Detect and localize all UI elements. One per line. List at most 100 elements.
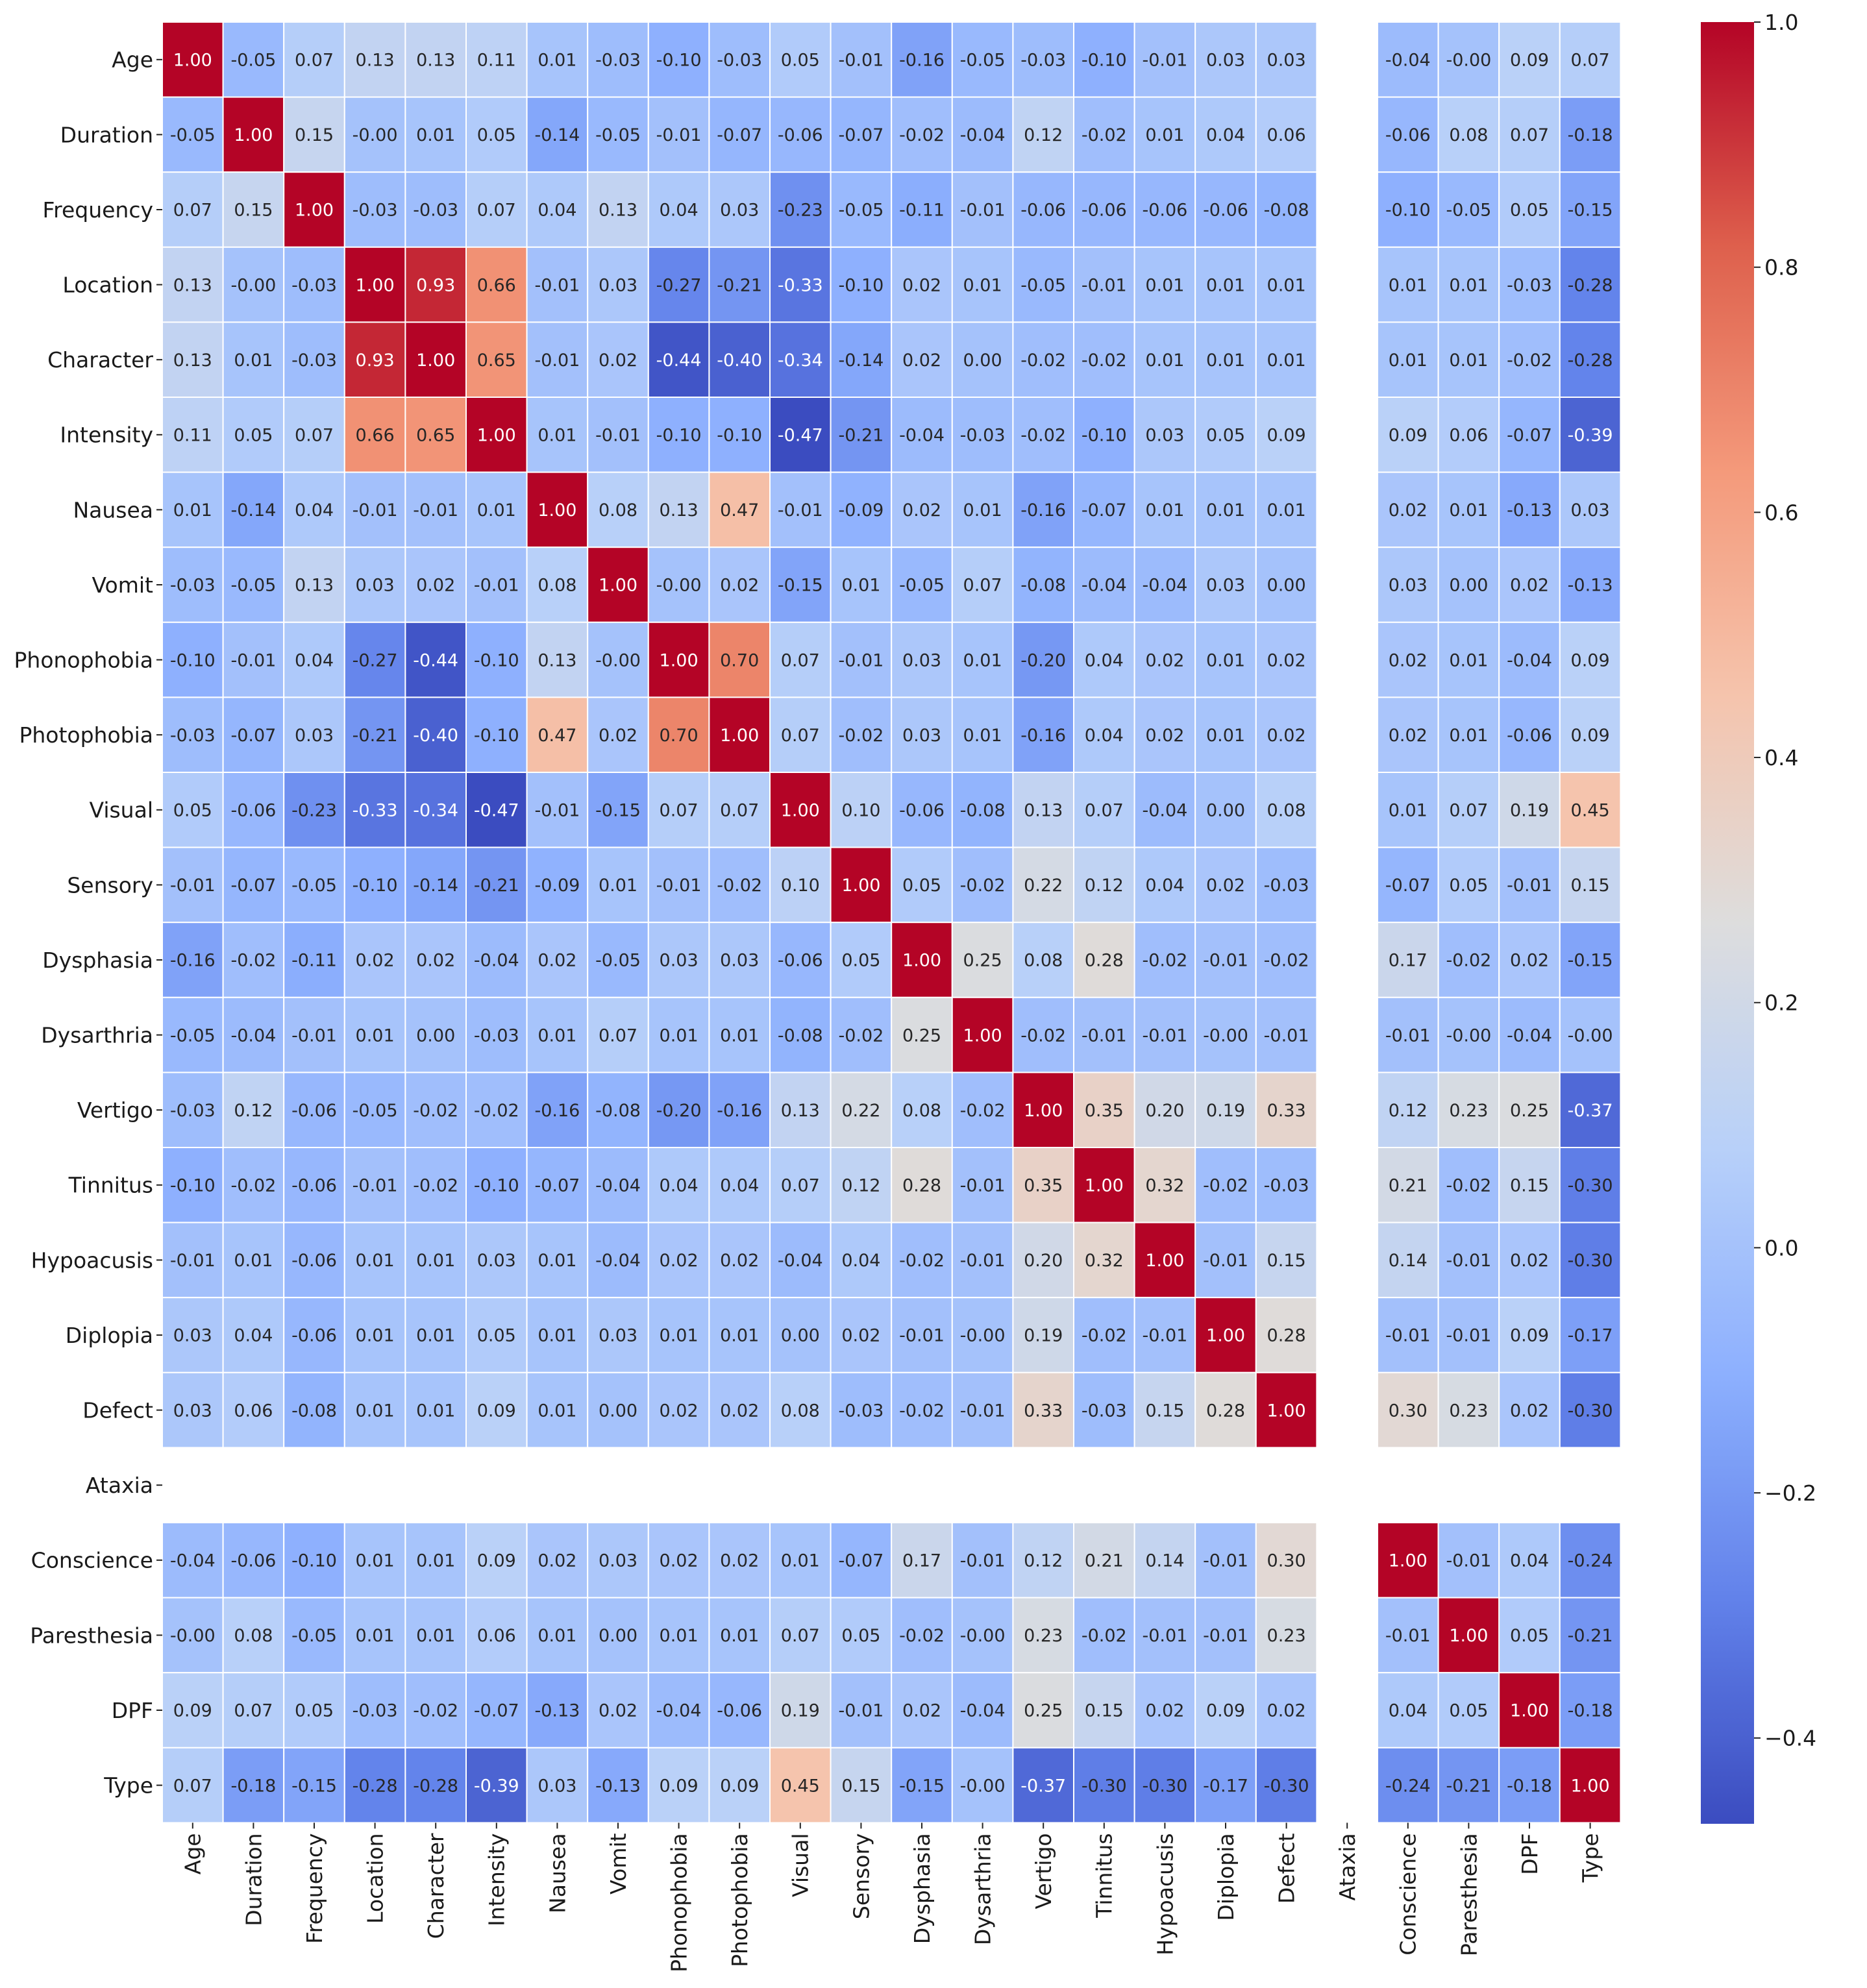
heatmap-cell-DPF-Character (404, 1672, 467, 1749)
cell-value-Photophobia-Nausea: 0.47 (538, 726, 576, 746)
cell-value-Intensity-Duration: 0.05 (234, 426, 273, 446)
heatmap-cell-Dysarthria-Intensity (465, 996, 528, 1074)
cell-value-Vertigo-Conscience: 0.12 (1389, 1101, 1428, 1121)
heatmap-cell-Location-Conscience (1377, 246, 1439, 323)
cell-value-Frequency-Diplopia: -0.06 (1203, 201, 1248, 221)
cell-value-Duration-Hypoacusis: 0.01 (1145, 125, 1184, 145)
heatmap-cell-Location-Dysarthria (951, 246, 1014, 323)
heatmap-cell-Nausea-Diplopia (1194, 471, 1257, 548)
heatmap-cell-Sensory-Location (343, 846, 406, 924)
x-label-Dysarthria: Dysarthria (970, 1833, 995, 1945)
cell-value-Type-Nausea: 0.03 (538, 1776, 576, 1796)
cell-value-Duration-Location: -0.00 (352, 125, 398, 145)
cell-value-Character-Type: -0.28 (1568, 350, 1613, 371)
cell-value-Paresthesia-Visual: 0.07 (781, 1626, 820, 1646)
heatmap-cell-Intensity-Nausea (526, 397, 589, 473)
colorbar-label-0: 1.0 (1764, 10, 1798, 35)
heatmap-cell-Duration-Location (343, 96, 406, 173)
heatmap-cell-Duration-Hypoacusis (1133, 96, 1196, 173)
heatmap-cell-Age-Frequency (283, 21, 345, 98)
heatmap-cell-Defect-Intensity (465, 1371, 528, 1449)
cell-value-Visual-Visual: 1.00 (781, 801, 820, 821)
heatmap-cell-Phonophobia-Photophobia (708, 621, 771, 698)
heatmap-cell-Character-Conscience (1377, 321, 1439, 398)
cell-value-Character-Intensity: 0.65 (477, 350, 516, 371)
y-label-Photophobia: Photophobia (19, 722, 153, 748)
cell-value-Vertigo-Vomit: -0.08 (595, 1101, 641, 1121)
heatmap-cell-Visual-Duration (222, 772, 285, 848)
cell-value-Photophobia-Sensory: -0.02 (838, 726, 884, 746)
heatmap-cell-Vertigo-Character (404, 1072, 467, 1149)
heatmap-cell-Type-Defect (1255, 1747, 1318, 1824)
cell-value-Sensory-Duration: -0.07 (230, 876, 276, 896)
cell-value-Duration-Vomit: -0.05 (595, 125, 641, 145)
cell-value-Character-Conscience: 0.01 (1389, 350, 1428, 371)
y-label-Visual: Visual (89, 798, 153, 823)
cell-value-Defect-Dysarthria: -0.01 (960, 1401, 1006, 1421)
heatmap-cell-Vomit-Sensory (830, 546, 893, 623)
heatmap-cell-Conscience-Duration (222, 1522, 285, 1599)
heatmap-cell-Vomit-Duration (222, 546, 285, 623)
cell-value-Hypoacusis-Vertigo: 0.20 (1024, 1251, 1063, 1271)
cell-value-Tinnitus-Age: -0.10 (170, 1176, 216, 1196)
cell-value-Photophobia-Location: -0.21 (352, 726, 398, 746)
heatmap-cell-Phonophobia-Frequency (283, 621, 345, 698)
heatmap-cell-Phonophobia-Defect (1255, 621, 1318, 698)
cell-value-Tinnitus-Photophobia: 0.04 (720, 1176, 759, 1196)
heatmap-cell-Vomit-Visual (769, 546, 832, 623)
cell-value-Tinnitus-Vertigo: 0.35 (1024, 1176, 1063, 1196)
cell-value-Defect-Type: -0.30 (1568, 1401, 1613, 1421)
cell-value-Age-Defect: 0.03 (1267, 51, 1306, 71)
cell-value-Age-Tinnitus: -0.10 (1082, 51, 1127, 71)
heatmap-cell-Sensory-Visual (769, 846, 832, 924)
cell-value-Nausea-Character: -0.01 (413, 500, 458, 521)
cell-value-Defect-Paresthesia: 0.23 (1449, 1401, 1488, 1421)
cell-value-Photophobia-Visual: 0.07 (781, 726, 820, 746)
cell-value-Frequency-Paresthesia: -0.05 (1446, 201, 1491, 221)
heatmap-cell-Diplopia-Sensory (830, 1297, 893, 1373)
cell-value-Visual-Hypoacusis: -0.04 (1142, 801, 1187, 821)
cell-value-Dysarthria-Phonophobia: 0.01 (660, 1025, 699, 1046)
cell-value-Age-Location: 0.13 (356, 51, 395, 71)
cell-value-Paresthesia-Conscience: -0.01 (1385, 1626, 1431, 1646)
cell-value-DPF-Nausea: -0.13 (534, 1701, 580, 1721)
cell-value-Hypoacusis-Dysphasia: -0.02 (899, 1251, 945, 1271)
cell-value-Vomit-Nausea: 0.08 (538, 576, 576, 596)
y-label-Conscience: Conscience (31, 1548, 153, 1573)
cell-value-Age-Conscience: -0.04 (1385, 51, 1431, 71)
cell-value-Vomit-Intensity: -0.01 (474, 576, 519, 596)
cell-value-Dysphasia-Intensity: -0.04 (474, 951, 519, 971)
heatmap-cell-Age-Photophobia (708, 21, 771, 98)
cell-value-Dysphasia-Paresthesia: -0.02 (1446, 951, 1491, 971)
cell-value-Dysarthria-DPF: -0.04 (1507, 1025, 1552, 1046)
heatmap-cell-Diplopia-Vomit (587, 1297, 649, 1373)
cell-value-Dysphasia-Age: -0.16 (170, 951, 216, 971)
cell-value-Defect-Photophobia: 0.02 (720, 1401, 759, 1421)
heatmap-cell-Character-Dysphasia (891, 321, 953, 398)
cell-value-Tinnitus-Dysphasia: 0.28 (902, 1176, 941, 1196)
cell-value-Visual-Vertigo: 0.13 (1024, 801, 1063, 821)
cell-value-Tinnitus-Duration: -0.02 (230, 1176, 276, 1196)
heatmap-cell-Conscience-Dysphasia (891, 1522, 953, 1599)
cell-value-Character-Vertigo: -0.02 (1020, 350, 1066, 371)
cell-value-Tinnitus-Hypoacusis: 0.32 (1145, 1176, 1184, 1196)
cell-value-Type-Visual: 0.45 (781, 1776, 820, 1796)
cell-value-Phonophobia-Nausea: 0.13 (538, 650, 576, 670)
cell-value-Diplopia-Photophobia: 0.01 (720, 1326, 759, 1346)
heatmap-cell-Intensity-Conscience (1377, 397, 1439, 473)
cell-value-Age-Type: 0.07 (1571, 51, 1610, 71)
cell-value-Diplopia-Conscience: -0.01 (1385, 1326, 1431, 1346)
heatmap-cell-Paresthesia-Dysphasia (891, 1597, 953, 1674)
cell-value-Duration-Tinnitus: -0.02 (1082, 125, 1127, 145)
heatmap-cell-Tinnitus-Diplopia (1194, 1147, 1257, 1223)
y-label-Diplopia: Diplopia (66, 1323, 153, 1348)
heatmap-cell-Defect-Type (1559, 1371, 1622, 1449)
cell-value-Nausea-Sensory: -0.09 (838, 500, 884, 521)
y-label-Paresthesia: Paresthesia (30, 1623, 153, 1648)
colorbar-label-3: 0.4 (1764, 745, 1798, 770)
heatmap-cell-Sensory-Vomit (587, 846, 649, 924)
cell-value-Tinnitus-Defect: -0.03 (1264, 1176, 1309, 1196)
cell-value-DPF-Tinnitus: 0.15 (1085, 1701, 1124, 1721)
cell-value-Nausea-Phonophobia: 0.13 (660, 500, 699, 521)
cell-value-Intensity-Defect: 0.09 (1267, 426, 1306, 446)
